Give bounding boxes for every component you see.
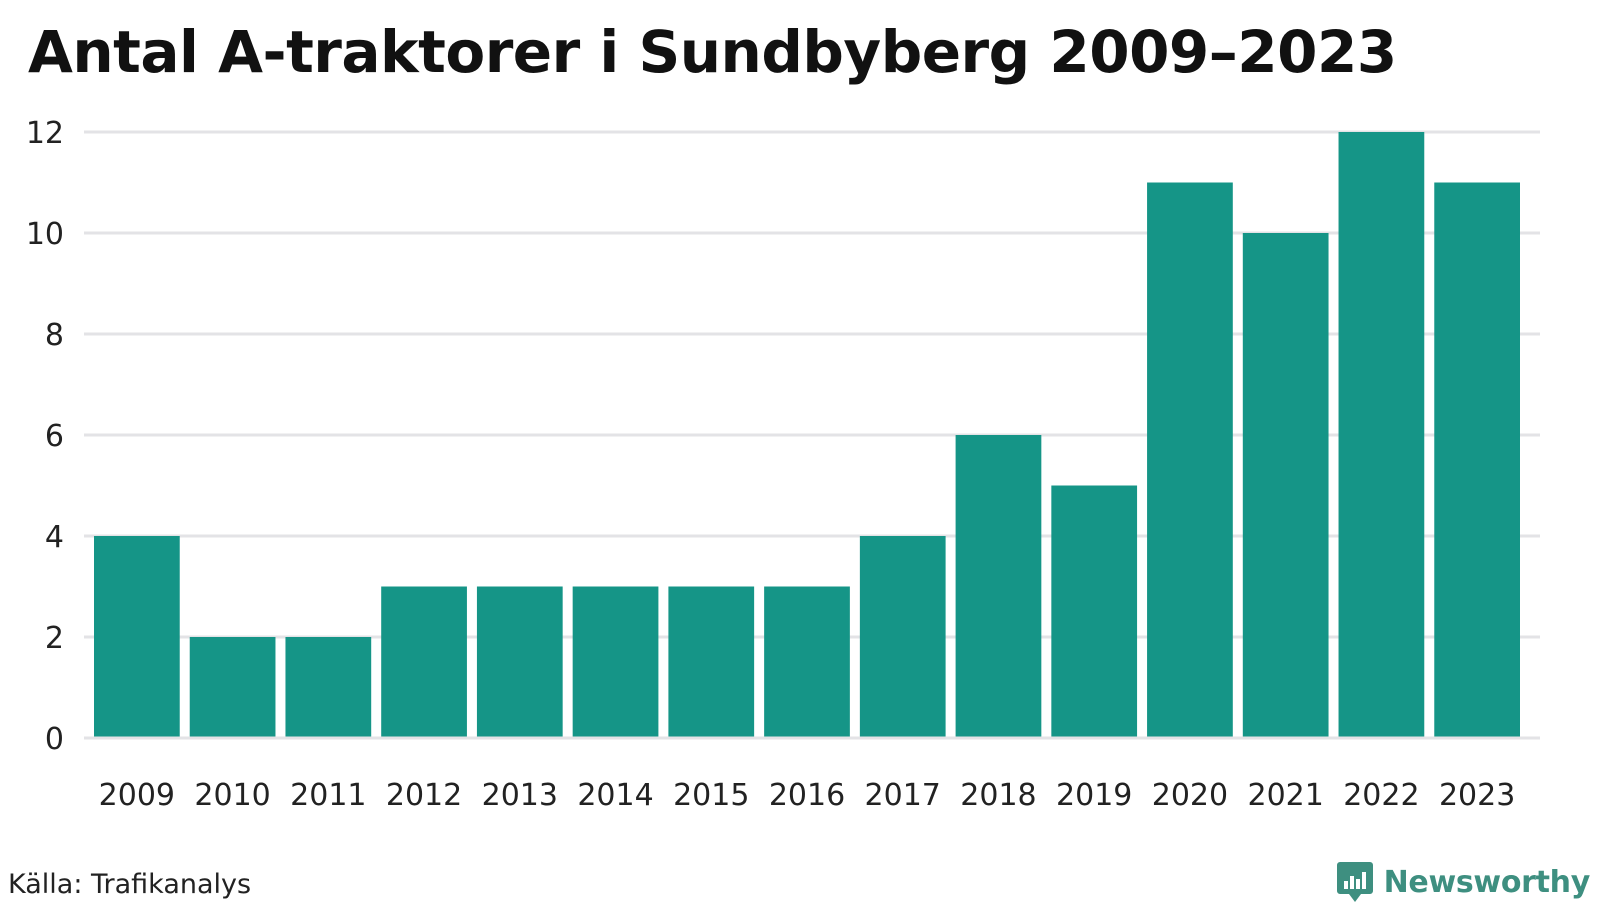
bar-2012 — [381, 586, 467, 738]
x-tick-label: 2021 — [1247, 778, 1323, 813]
bar-2009 — [94, 536, 180, 738]
y-tick-label: 12 — [26, 116, 64, 151]
x-tick-label: 2015 — [673, 778, 749, 813]
source-note: Källa: Trafikanalys — [8, 869, 252, 900]
bar-2020 — [1147, 182, 1233, 738]
y-tick-label: 8 — [45, 318, 64, 353]
x-tick-label: 2022 — [1343, 778, 1419, 813]
bar-2018 — [955, 435, 1042, 738]
bar-2021 — [1242, 233, 1329, 738]
bar-2015 — [668, 586, 755, 738]
bar-2011 — [285, 637, 372, 738]
x-tick-label: 2023 — [1439, 778, 1515, 813]
bar-2010 — [189, 637, 276, 738]
newsworthy-logo-icon — [1336, 862, 1373, 902]
x-tick-label: 2016 — [769, 778, 845, 813]
x-tick-label: 2011 — [290, 778, 366, 813]
x-axis-ticks: 2009 2010 2011 2012 2013 2014 2015 2016 2017 2018… — [99, 778, 1516, 813]
x-tick-label: 2017 — [865, 778, 941, 813]
bars — [84, 132, 1540, 740]
bar-2023 — [1434, 182, 1520, 738]
bar-2013 — [476, 586, 563, 738]
bar-2022 — [1338, 132, 1425, 738]
x-tick-label: 2018 — [960, 778, 1036, 813]
y-tick-label: 6 — [45, 419, 64, 454]
y-tick-label: 10 — [26, 217, 64, 252]
bar-2017 — [859, 536, 946, 738]
y-tick-label: 4 — [45, 520, 64, 555]
brand-logo: Newsworthy — [1336, 860, 1590, 904]
x-tick-label: 2019 — [1056, 778, 1132, 813]
bar-2019 — [1051, 485, 1138, 738]
bar-2014 — [572, 586, 659, 738]
x-tick-label: 2012 — [386, 778, 462, 813]
y-axis-ticks: 0 2 4 6 8 10 12 — [26, 116, 64, 757]
y-tick-label: 2 — [45, 621, 64, 656]
brand-name: Newsworthy — [1383, 864, 1591, 900]
x-tick-label: 2013 — [482, 778, 558, 813]
chart-title: Antal A-traktorer i Sundbyberg 2009–2023 — [28, 18, 1397, 86]
x-tick-label: 2009 — [99, 778, 175, 813]
y-tick-label: 0 — [45, 722, 64, 757]
bar-2016 — [764, 586, 850, 738]
x-tick-label: 2010 — [194, 778, 270, 813]
x-tick-label: 2014 — [577, 778, 653, 813]
x-tick-label: 2020 — [1152, 778, 1228, 813]
